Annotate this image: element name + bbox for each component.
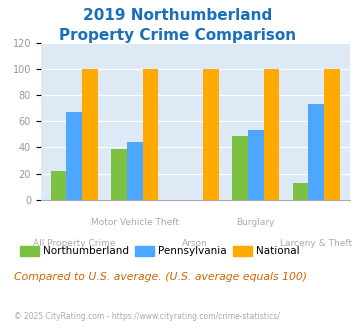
- Bar: [324, 69, 340, 200]
- Bar: [111, 149, 127, 200]
- Bar: [82, 69, 98, 200]
- Bar: [308, 104, 324, 200]
- Bar: [143, 69, 158, 200]
- Bar: [127, 142, 143, 200]
- Text: Larceny & Theft: Larceny & Theft: [280, 239, 353, 248]
- Bar: [232, 136, 248, 200]
- Bar: [264, 69, 279, 200]
- Legend: Northumberland, Pennsylvania, National: Northumberland, Pennsylvania, National: [16, 242, 304, 260]
- Text: Motor Vehicle Theft: Motor Vehicle Theft: [91, 218, 179, 227]
- Text: Compared to U.S. average. (U.S. average equals 100): Compared to U.S. average. (U.S. average …: [14, 272, 307, 282]
- Text: Arson: Arson: [182, 239, 208, 248]
- Text: Property Crime Comparison: Property Crime Comparison: [59, 28, 296, 43]
- Bar: [248, 130, 264, 200]
- Bar: [293, 183, 308, 200]
- Bar: [66, 112, 82, 200]
- Text: All Property Crime: All Property Crime: [33, 239, 115, 248]
- Text: 2019 Northumberland: 2019 Northumberland: [83, 8, 272, 23]
- Text: © 2025 CityRating.com - https://www.cityrating.com/crime-statistics/: © 2025 CityRating.com - https://www.city…: [14, 312, 280, 321]
- Bar: [50, 171, 66, 200]
- Text: Burglary: Burglary: [236, 218, 275, 227]
- Bar: [203, 69, 219, 200]
